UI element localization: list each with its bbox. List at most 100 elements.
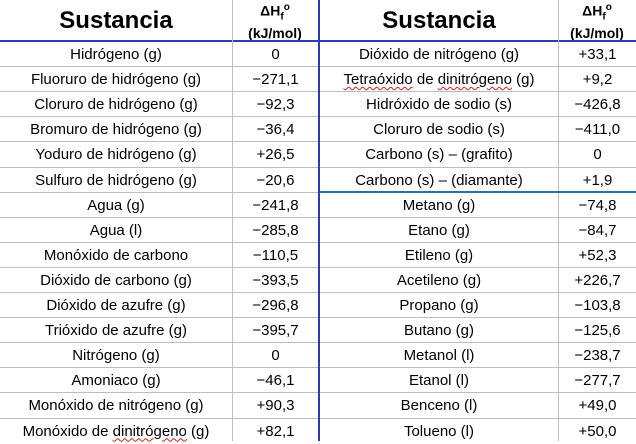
substance-name: Amoniaco (g) [71,372,161,390]
row-divider [0,417,318,419]
substance-name: Nitrógeno (g) [72,347,160,365]
delta-h-symbol-right: ΔHfo [582,1,612,23]
enthalpy-value: −125,6 [574,322,621,340]
row-divider [0,266,318,268]
enthalpy-value: +1,9 [582,171,613,189]
enthalpy-value: −393,5 [252,271,299,289]
substance-name: Butano (g) [403,322,475,340]
substance-name: Etano (g) [408,221,470,239]
row-divider [320,66,636,68]
row-divider [320,367,636,369]
enthalpy-value: 0 [271,347,280,365]
header-substance-left: Sustancia [59,6,173,34]
enthalpy-value: +82,1 [256,422,295,440]
row-divider [320,91,636,93]
enthalpy-value: +52,3 [578,246,617,264]
substance-name: Metano (g) [402,196,476,214]
enthalpy-value: +90,3 [256,397,295,415]
substance-name: Cloruro de hidrógeno (g) [34,96,198,114]
row-divider [0,216,318,218]
enthalpy-value: −238,7 [574,347,621,365]
row-divider [0,342,318,344]
substance-name: Agua (g) [87,196,145,214]
enthalpy-value: −411,0 [574,121,621,139]
header-unit-left: (kJ/mol) [248,25,302,42]
center-divider [318,0,320,441]
row-divider [320,266,636,268]
row-divider [0,392,318,394]
row-divider [320,116,636,118]
enthalpy-value: −241,8 [252,196,299,214]
substance-name: Tolueno (l) [403,422,475,440]
header-unit-right: (kJ/mol) [570,25,624,42]
enthalpy-value: −296,8 [252,297,299,314]
enthalpy-value: −395,7 [252,322,299,340]
row-divider [0,367,318,369]
delta-h-symbol-left: ΔHfo [260,1,290,23]
enthalpy-value: +26,5 [256,146,295,164]
substance-name: Bromuro de hidrógeno (g) [30,121,202,139]
enthalpy-value: −36,4 [256,121,295,139]
substance-name: Acetileno (g) [396,271,482,289]
substance-name: Etileno (g) [404,246,474,264]
row-divider [320,241,636,243]
substance-name: Metanol (l) [403,347,475,365]
substance-name: Propano (g) [399,297,479,314]
enthalpy-value: −277,7 [574,372,621,390]
substance-name: Carbono (s) – (grafito) [365,146,513,164]
enthalpy-value: −110,5 [252,246,299,264]
enthalpy-value: +33,1 [578,46,617,63]
row-divider [0,141,318,143]
row-divider [320,166,636,168]
row-divider [0,91,318,93]
enthalpy-value: −271,1 [252,71,299,89]
substance-name: Dióxido de azufre (g) [46,297,186,314]
substance-name: Yoduro de hidrógeno (g) [35,146,197,164]
enthalpy-value: +49,0 [578,397,617,415]
enthalpy-value: −74,8 [578,196,617,214]
enthalpy-value: −46,1 [256,372,295,390]
substance-name: Dióxido de carbono (g) [40,271,192,289]
row-divider [0,191,318,193]
substance-name: Sulfuro de hidrógeno (g) [35,171,197,189]
row-divider [0,292,318,293]
enthalpy-value: −426,8 [574,96,621,114]
substance-name: Hidrógeno (g) [70,46,162,63]
substance-name: Monóxido de carbono [43,246,189,264]
row-divider [0,66,318,68]
row-divider [320,317,636,319]
column-divider-left [232,0,233,441]
enthalpy-value: −103,8 [574,297,621,314]
section-divider-right [320,191,636,193]
row-divider [0,166,318,168]
substance-name: Benceno (l) [400,397,478,415]
substance-name: Monóxido de dinitrógeno (g) [22,422,210,440]
enthalpy-value: −285,8 [252,221,299,239]
row-divider [320,392,636,394]
column-divider-right [558,0,559,441]
header-enthalpy-left: ΔHfo (kJ/mol) [232,0,318,41]
row-divider [0,317,318,319]
enthalpy-value: −20,6 [256,171,295,189]
row-divider [320,216,636,218]
substance-name: Carbono (s) – (diamante) [355,171,523,189]
substance-name: Trióxido de azufre (g) [44,322,187,340]
substance-name: Dióxido de nitrógeno (g) [358,46,520,63]
substance-name: Agua (l) [89,221,143,239]
enthalpy-value: −84,7 [578,221,617,239]
row-divider [320,342,636,344]
row-divider [320,141,636,143]
header-enthalpy-right: ΔHfo (kJ/mol) [558,0,636,41]
enthalpy-value: 0 [271,46,280,63]
substance-name: Etanol (l) [408,372,470,390]
substance-name: Cloruro de sodio (s) [373,121,505,139]
row-divider [0,241,318,243]
enthalpy-value: +226,7 [574,271,621,289]
enthalpy-value: −92,3 [256,96,295,114]
row-divider [320,292,636,293]
row-divider [320,417,636,419]
substance-name: Fluoruro de hidrógeno (g) [30,71,202,89]
row-divider [0,116,318,118]
substance-name: Monóxido de nitrógeno (g) [28,397,204,415]
